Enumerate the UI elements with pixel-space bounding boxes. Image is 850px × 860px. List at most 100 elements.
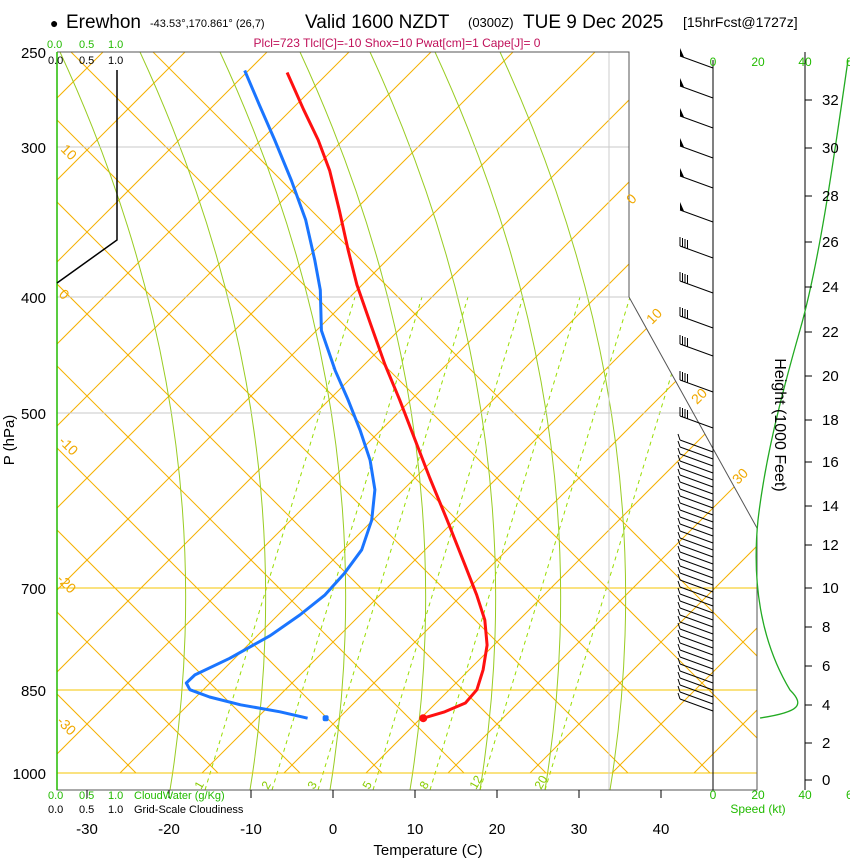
pressure-tick-label: 500 [21,406,46,423]
wind-barb [677,468,714,488]
barb-feather [677,566,681,574]
wind-barb [677,489,714,509]
wind-barb [677,692,714,712]
wind-barb [679,48,714,69]
mixing-ratio-label: 12 [466,773,485,792]
wind-barb [677,566,714,586]
barb-staff [679,453,714,467]
barb-feather [677,594,681,602]
cloud-scale-top: 0.0 [48,55,63,67]
barb-staff [679,663,714,677]
x-tick-label: -20 [158,821,180,838]
speed-tick: 40 [798,55,812,69]
barb-staff [679,614,714,628]
height-tick-label: 10 [822,580,839,597]
barb-staff [679,572,714,586]
moist-adiabat-line [139,52,267,790]
barb-feather [677,496,681,504]
barb-staff [679,509,714,523]
pressure-tick-label: 850 [21,683,46,700]
wind-barb [677,580,714,600]
barb-staff [679,530,714,544]
barb-staff [679,446,714,460]
wind-barb [679,371,714,393]
barb-staff [679,642,714,656]
barb-flag [680,138,684,147]
barb-staff [679,544,714,558]
barb-staff [679,537,714,551]
barb-feather [677,545,681,553]
wind-barb [677,475,714,495]
barb-feather [677,636,681,644]
mixing-ratio-line [204,296,356,790]
pressure-tick-label: 700 [21,581,46,598]
barb-flag [680,202,684,211]
height-tick-label: 14 [822,498,839,515]
moist-adiabat-line [219,52,347,790]
barb-staff [679,175,714,189]
barb-feather [677,552,681,560]
barb-staff [679,551,714,565]
wind-barb [677,545,714,565]
wind-barb [677,503,714,523]
pressure-tick-label: 300 [21,140,46,157]
barb-staff [679,586,714,600]
speed-tick: 6 [846,55,850,69]
cw-scale-top: 1.0 [108,39,123,51]
cw-scale-bottom: 1.0 [108,790,123,802]
barb-feather [677,573,681,581]
wind-speed-curve [755,59,849,719]
barb-staff [679,593,714,607]
isotherm-label: -10 [56,433,82,459]
height-tick-label: 24 [822,279,839,296]
isotherm-line [57,52,268,774]
height-tick-label: 12 [822,537,839,554]
profiles [184,69,489,723]
barb-staff [679,523,714,537]
speed-tick: 20 [751,788,765,802]
barb-feather [677,538,681,546]
cw-scale-top: 0.0 [47,39,62,51]
moist-adiabat-line [299,52,427,790]
barb-feather [677,692,681,700]
barb-feather [677,531,681,539]
height-tick-label: 0 [822,772,830,789]
temperature-line [285,71,489,720]
barb-staff [679,495,714,509]
height-tick-label: 2 [822,735,830,752]
wind-barb [679,202,714,223]
barb-feather [677,685,681,693]
barb-staff [679,579,714,593]
wind-barb [677,538,714,558]
station-bullet: ● [50,15,58,31]
barb-feather [677,489,681,497]
surface-dewpoint-point [322,715,329,722]
wind-barb [677,594,714,614]
barb-feather [677,615,681,623]
barb-feather [677,622,681,630]
barb-staff [679,55,714,69]
isotherm-line [0,52,21,773]
barb-feather [677,482,681,490]
station-name: Erewhon [66,12,141,33]
cloud-scale-bottom: 0.5 [79,804,94,816]
x-tick-label: -10 [240,821,262,838]
barb-staff [679,565,714,579]
barb-feather [677,468,681,476]
cloud-scale-bottom: 0.0 [48,804,63,816]
mixing-ratio-line [271,296,423,790]
x-tick-label: 0 [329,821,337,838]
barb-feather [677,587,681,595]
wind-barb [677,636,714,656]
dry-adiabat-line [57,52,301,774]
isotherm-label: 10 [643,305,665,327]
barb-staff [679,474,714,488]
isotherm-line [57,52,186,774]
barb-feather [677,664,681,672]
barb-feather [677,461,681,469]
barb-staff [679,635,714,649]
barb-staff [679,516,714,530]
barb-staff [679,621,714,635]
wind-barb [677,496,714,516]
dry-adiabat-line [57,52,383,774]
